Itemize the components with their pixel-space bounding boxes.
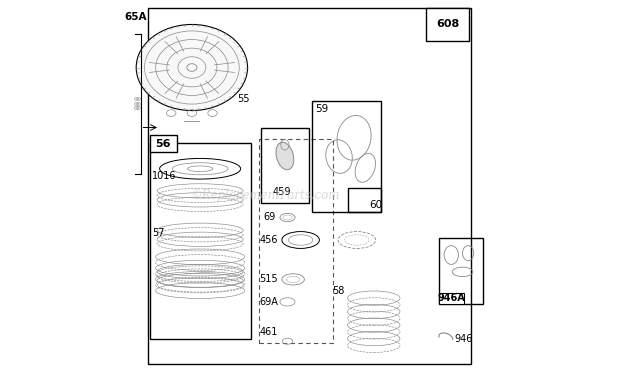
Text: 946A: 946A (438, 293, 465, 303)
Text: 69: 69 (263, 213, 275, 222)
Bar (149, 135, 177, 152)
Text: 459: 459 (273, 187, 291, 197)
Text: ©ReplacementParts.com: ©ReplacementParts.com (190, 189, 340, 201)
Ellipse shape (276, 142, 294, 170)
Text: 55: 55 (237, 94, 249, 104)
Text: 946: 946 (454, 334, 472, 344)
Ellipse shape (136, 24, 247, 111)
Text: 56: 56 (155, 139, 170, 148)
Text: 59: 59 (316, 104, 329, 114)
Text: 57: 57 (152, 228, 164, 237)
Bar (440, 238, 482, 304)
Bar (440, 292, 464, 304)
Text: 58: 58 (332, 286, 345, 296)
Text: 515: 515 (259, 274, 278, 284)
Text: 60: 60 (369, 201, 382, 210)
Bar (347, 188, 381, 212)
Text: 461: 461 (259, 327, 278, 337)
Text: ↂ
ↂ
ↂ: ↂ ↂ ↂ (133, 98, 140, 111)
Text: 456: 456 (259, 235, 278, 245)
Bar (259, 139, 332, 343)
Bar (312, 101, 381, 212)
Text: 65A: 65A (125, 12, 147, 22)
Bar (148, 8, 471, 364)
Bar (149, 142, 250, 339)
Text: 1016: 1016 (152, 171, 176, 181)
Bar (260, 128, 309, 202)
Bar (427, 8, 469, 41)
Text: 69A: 69A (259, 297, 278, 307)
Text: 608: 608 (436, 20, 459, 29)
